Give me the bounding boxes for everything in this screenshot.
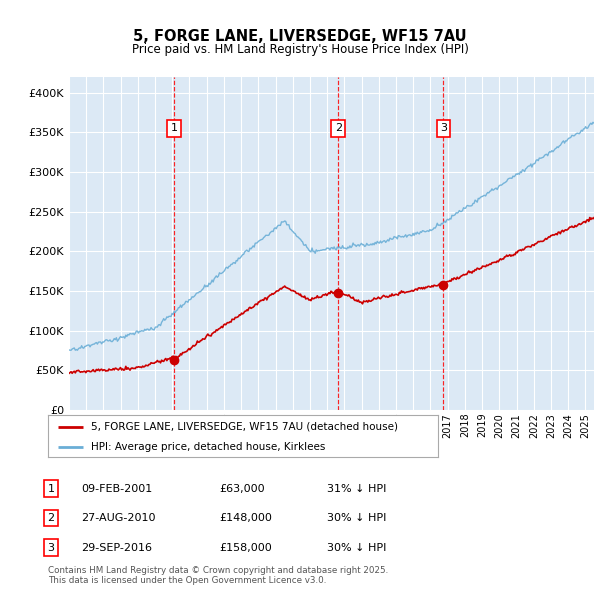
Text: 1: 1 xyxy=(47,484,55,493)
Text: 09-FEB-2001: 09-FEB-2001 xyxy=(81,484,152,493)
Text: £63,000: £63,000 xyxy=(219,484,265,493)
Text: £148,000: £148,000 xyxy=(219,513,272,523)
Text: 30% ↓ HPI: 30% ↓ HPI xyxy=(327,513,386,523)
Text: 30% ↓ HPI: 30% ↓ HPI xyxy=(327,543,386,552)
Text: 5, FORGE LANE, LIVERSEDGE, WF15 7AU: 5, FORGE LANE, LIVERSEDGE, WF15 7AU xyxy=(133,29,467,44)
Text: 3: 3 xyxy=(440,123,447,133)
Text: Contains HM Land Registry data © Crown copyright and database right 2025.
This d: Contains HM Land Registry data © Crown c… xyxy=(48,566,388,585)
Text: 2: 2 xyxy=(335,123,342,133)
Text: Price paid vs. HM Land Registry's House Price Index (HPI): Price paid vs. HM Land Registry's House … xyxy=(131,43,469,56)
Text: 1: 1 xyxy=(170,123,178,133)
Text: 27-AUG-2010: 27-AUG-2010 xyxy=(81,513,155,523)
Text: 31% ↓ HPI: 31% ↓ HPI xyxy=(327,484,386,493)
Text: HPI: Average price, detached house, Kirklees: HPI: Average price, detached house, Kirk… xyxy=(91,442,325,451)
Text: 5, FORGE LANE, LIVERSEDGE, WF15 7AU (detached house): 5, FORGE LANE, LIVERSEDGE, WF15 7AU (det… xyxy=(91,422,398,432)
Text: £158,000: £158,000 xyxy=(219,543,272,552)
Text: 3: 3 xyxy=(47,543,55,552)
Text: 2: 2 xyxy=(47,513,55,523)
Text: 29-SEP-2016: 29-SEP-2016 xyxy=(81,543,152,552)
